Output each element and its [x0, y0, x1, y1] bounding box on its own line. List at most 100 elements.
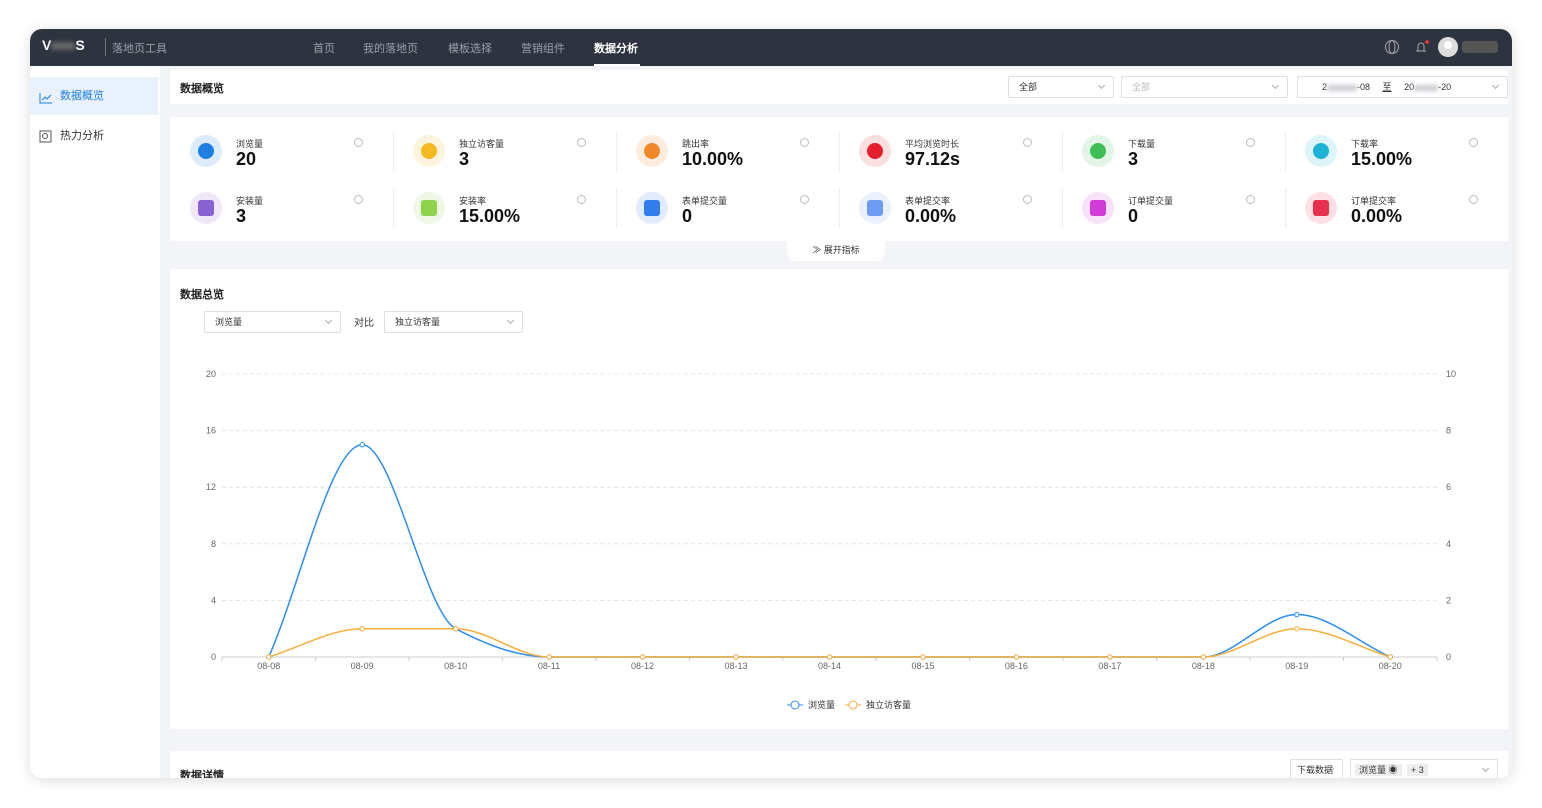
y2-tick-label: 2: [1446, 595, 1451, 605]
date-text: -08: [1357, 82, 1371, 92]
help-icon[interactable]: [577, 138, 586, 147]
help-icon[interactable]: [354, 138, 363, 147]
x-tick-label: 08-17: [1098, 661, 1121, 671]
metric-label: 下载量: [1128, 139, 1156, 149]
data-point: [826, 654, 833, 660]
data-point: [1294, 611, 1300, 618]
column-select[interactable]: 浏览量 ◉ + 3: [1350, 759, 1498, 778]
x-tick-label: 08-15: [911, 661, 934, 671]
help-icon[interactable]: [1023, 195, 1032, 204]
menu-item[interactable]: 数据分析: [594, 43, 638, 55]
help-icon[interactable]: [1246, 138, 1255, 147]
overview-header: 数据概览 全部 全部 2 -08 至 20 -20: [170, 70, 1508, 104]
y2-tick-label: 0: [1446, 652, 1451, 662]
metric-label: 订单提交量: [1128, 196, 1174, 206]
button-label: 下载数据: [1297, 765, 1334, 775]
x-tick-label: 08-09: [351, 661, 374, 671]
metric-value: 0: [682, 206, 693, 226]
y2-tick-label: 8: [1446, 426, 1451, 436]
help-icon[interactable]: [800, 195, 809, 204]
bell-icon[interactable]: [1416, 42, 1426, 52]
data-point: [359, 442, 365, 448]
data-point: [266, 654, 272, 660]
data-point: [1013, 654, 1020, 660]
sidebar-item[interactable]: 热力分析: [30, 117, 158, 155]
menu-item[interactable]: 模板选择: [448, 43, 492, 55]
filter-select[interactable]: 全部: [1121, 76, 1288, 98]
divider: [616, 188, 617, 228]
metric-label: 下载率: [1351, 139, 1379, 149]
metric-label: 跳出率: [682, 139, 710, 149]
metric-value: 3: [1128, 149, 1139, 169]
data-point: [1107, 654, 1113, 660]
filter-select[interactable]: 全部: [1008, 76, 1114, 98]
data-point: [1200, 654, 1207, 660]
divider: [1062, 188, 1063, 228]
help-icon[interactable]: [1023, 138, 1032, 147]
metric-value: 0: [1128, 206, 1139, 226]
y2-tick-label: 4: [1446, 539, 1451, 549]
x-tick-label: 08-11: [538, 661, 560, 671]
product-name: 落地页工具: [112, 43, 167, 55]
download-button[interactable]: 下载数据: [1290, 759, 1343, 778]
nav-icons: [1385, 37, 1498, 57]
help-icon[interactable]: [800, 138, 809, 147]
metric-value: 0.00%: [905, 206, 957, 226]
badge: [1425, 40, 1429, 44]
metric-icon: [421, 200, 437, 216]
select-value: 独立访客量: [395, 317, 441, 327]
metric-icon: [421, 143, 437, 159]
expand-button[interactable]: ≫ 展开指标: [787, 241, 885, 261]
metric-select[interactable]: 浏览量: [204, 311, 341, 333]
divider: [839, 188, 840, 228]
help-icon[interactable]: [577, 195, 586, 204]
legend-swatch: [848, 700, 858, 710]
x-tick-label: 08-14: [818, 661, 841, 671]
metric-icon: [198, 200, 214, 216]
select-value: 全部: [1132, 82, 1151, 92]
metric-label: 表单提交量: [682, 196, 728, 206]
x-tick-label: 08-10: [444, 661, 467, 671]
select-value: 浏览量: [215, 317, 243, 327]
help-icon[interactable]: [1246, 195, 1255, 204]
summary-card: 数据总览 浏览量 对比 独立访客量 0 4 8 12 16 20 0 2 4 6 8 10 08-08 0…: [170, 269, 1508, 729]
divider: [839, 131, 840, 171]
line-chart: 0 4 8 12 16 20 0 2 4 6 8 10 08-08 08-09 08-10 08-11 08-1…: [206, 369, 1456, 710]
metric-label: 平均浏览时长: [905, 139, 960, 149]
button-label: 展开指标: [823, 245, 860, 255]
metric-label: 浏览量: [236, 139, 264, 149]
metric-value: 20: [236, 149, 257, 169]
metric-value: 15.00%: [459, 206, 521, 226]
help-icon[interactable]: [354, 195, 363, 204]
x-tick-label: 08-12: [631, 661, 654, 671]
series-line: [268, 443, 1391, 658]
globe-icon[interactable]: [1385, 40, 1399, 54]
date-range[interactable]: 2 -08 至 20 -20: [1297, 76, 1508, 98]
avatar: [1444, 41, 1452, 49]
metrics-card: 浏览量 20 独立访客量 3 跳出率 10.00% 平均浏览时长 97.12s 下载量 3 下载率 1…: [170, 117, 1508, 241]
metric-value: 3: [236, 206, 247, 226]
menu-item[interactable]: 首页: [313, 43, 335, 55]
divider: [1062, 131, 1063, 171]
metric-label: 安装率: [459, 196, 487, 206]
sidebar-label: 数据概览: [60, 90, 104, 102]
y2-tick-label: 6: [1446, 482, 1451, 492]
help-icon[interactable]: [1469, 195, 1478, 204]
x-tick-label: 08-08: [257, 661, 280, 671]
menu-item[interactable]: 我的落地页: [363, 43, 418, 55]
date-separator: 至: [1382, 82, 1392, 92]
y-tick-label: 8: [211, 539, 216, 549]
sidebar-item[interactable]: 数据概览: [30, 77, 158, 115]
menu-item[interactable]: 营销组件: [521, 43, 565, 55]
help-icon[interactable]: [1469, 138, 1478, 147]
legend-swatch: [790, 700, 800, 710]
globe-icon: [1388, 40, 1396, 54]
divider: [393, 131, 394, 171]
metric-label: 独立访客量: [459, 139, 505, 149]
metric-icon: [198, 143, 214, 159]
x-tick-label: 08-13: [725, 661, 748, 671]
compare-select[interactable]: 独立访客量: [384, 311, 523, 333]
